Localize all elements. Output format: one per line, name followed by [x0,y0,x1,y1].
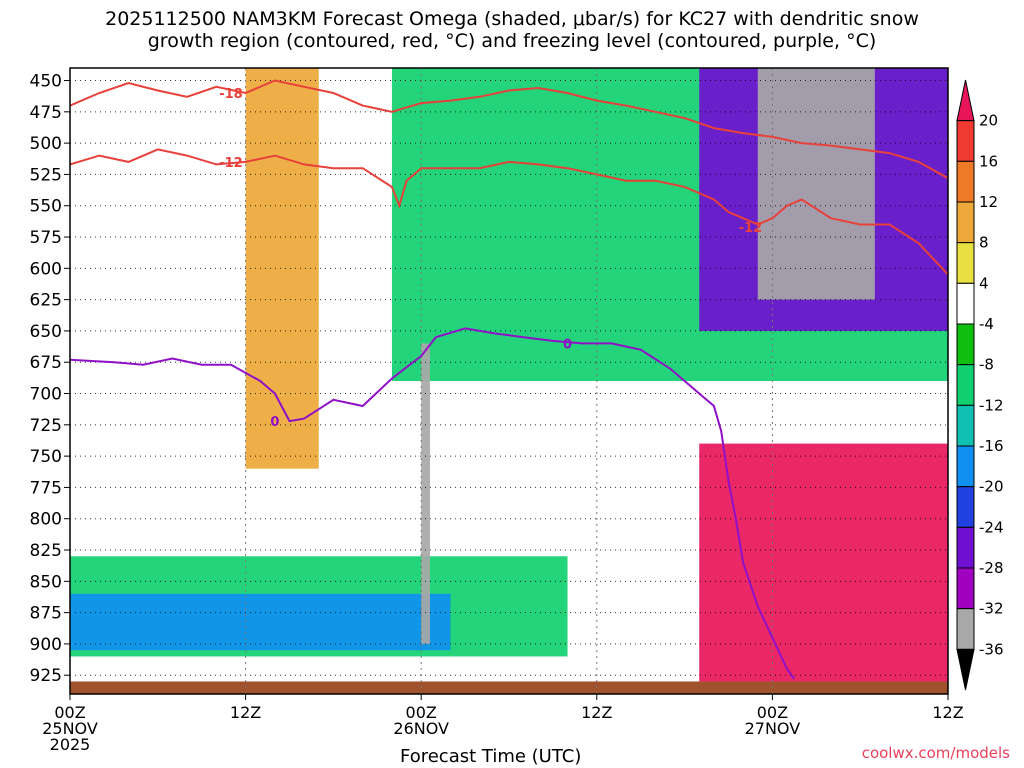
colorbar-tick-label: -36 [979,640,1004,658]
y-tick-label: 500 [30,134,62,154]
terrain-fill [70,681,948,694]
colorbar-tick-label: 8 [979,234,989,252]
colorbar-segment [956,486,975,528]
y-tick-label: 700 [30,385,62,405]
y-tick-label: 875 [30,604,62,624]
y-tick-label: 825 [30,541,62,561]
omega-region-low-level-strong [70,593,451,651]
x-tick-label: 12Z [932,703,963,722]
x-tick-label: 00Z [54,703,85,722]
colorbar-segment [956,160,975,203]
colorbar-tick-label: -4 [979,315,994,333]
x-tick-label: 12Z [581,703,612,722]
colorbar-tick-label: 12 [979,193,998,211]
x-tick-label: 26NOV [393,719,449,738]
y-tick-label: 750 [30,447,62,467]
colorbar-tick-label: -8 [979,356,994,374]
dgz-contour-label: -12 [739,221,763,236]
x-tick-label: 2025 [50,735,91,754]
freezing-level-line [70,327,796,680]
plot-frame [69,67,949,695]
colorbar-segment [956,445,975,488]
y-tick-label: 850 [30,572,62,592]
omega-region-upper-core [757,68,875,300]
colorbar-segment [956,526,975,569]
colorbar-tick-label: 4 [979,274,989,292]
y-tick-label: 550 [30,197,62,217]
dgz-contour-label: -12 [219,156,243,171]
colorbar-segment [956,323,975,366]
colorbar-segment [956,648,975,691]
y-tick-label: 475 [30,103,62,123]
x-tick-label: 00Z [406,703,437,722]
y-tick-label: 650 [30,322,62,342]
y-tick-label: 625 [30,291,62,311]
x-tick-label: 12Z [230,703,261,722]
y-tick-label: 925 [30,666,62,686]
y-tick-label: 450 [30,72,62,92]
colorbar-segment [956,120,975,162]
y-tick-label: 600 [30,259,62,279]
dgz-contour-line [70,148,948,276]
colorbar-segment [956,242,975,284]
x-axis-label: Forecast Time (UTC) [400,746,582,767]
omega-region-lower-positive [699,443,948,682]
colorbar-tick-label: -28 [979,559,1004,577]
colorbar-segment [956,364,975,406]
freezing-level-label: 0 [563,337,572,352]
chart-title-line-2: growth region (contoured, red, °C) and f… [147,30,877,52]
freezing-level-label: 0 [270,415,279,430]
x-tick-label: 25NOV [42,719,98,738]
credit-text: coolwx.com/models [861,744,1010,762]
y-tick-label: 675 [30,353,62,373]
y-tick-label: 525 [30,165,62,185]
y-tick-label: 900 [30,635,62,655]
colorbar-segment [956,201,975,244]
plot-area: -18 -12 -12 0 0 [70,68,948,694]
colorbar-tick-label: 20 [979,112,998,130]
y-tick-label: 575 [30,228,62,248]
colorbar-segment [956,608,975,650]
colorbar-tick-label: -32 [979,600,1004,618]
y-tick-label: 725 [30,416,62,436]
chart-title-line-1: 2025112500 NAM3KM Forecast Omega (shaded… [105,8,919,30]
omega-region-column-negative [421,343,430,644]
x-tick-label: 27NOV [745,719,801,738]
colorbar-tick-label: -16 [979,437,1004,455]
dgz-contour-line [70,79,948,180]
y-tick-label: 775 [30,478,62,498]
colorbar-segment [956,79,975,122]
colorbar-segment [956,404,975,447]
colorbar-tick-label: -20 [979,478,1004,496]
y-tick-label: 800 [30,510,62,530]
colorbar-tick-label: 16 [979,152,998,170]
colorbar-segment [956,567,975,610]
colorbar-tick-label: -24 [979,518,1004,536]
x-tick-label: 00Z [757,703,788,722]
omega-region-early-positive [245,68,319,469]
colorbar-segment [956,282,975,325]
dgz-contour-label: -18 [219,87,243,102]
colorbar-tick-label: -12 [979,396,1004,414]
